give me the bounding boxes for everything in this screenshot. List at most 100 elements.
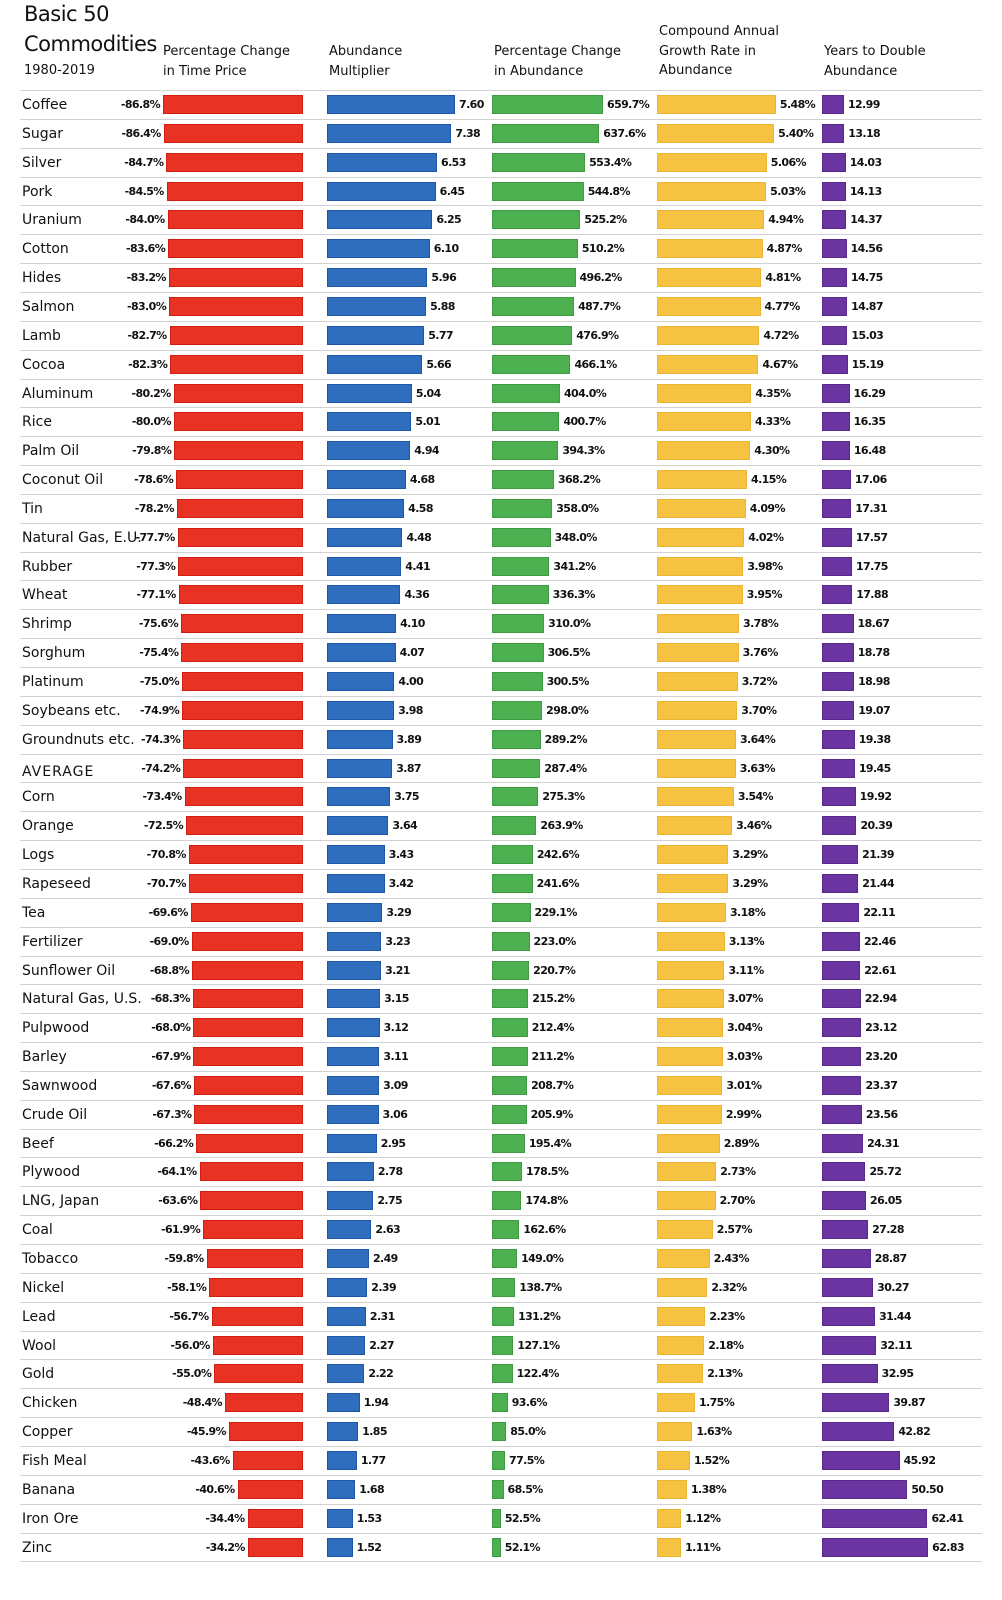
label-pct_time_price-chicken: -48.4%: [182, 1396, 223, 1410]
row-divider: [20, 1070, 982, 1072]
row-name-natural-gas-e-u-: Natural Gas, E.U.: [22, 529, 142, 546]
label-cagr-rubber: 3.98%: [747, 559, 783, 573]
label-years_to_double-chicken: 39.87: [893, 1396, 926, 1410]
label-abundance_multiplier-tin: 4.58: [408, 501, 433, 515]
bar-cagr-beef: [657, 1133, 720, 1153]
label-abundance_multiplier-fish-meal: 1.77: [360, 1453, 386, 1467]
label-abundance_multiplier-palm-oil: 4.94: [414, 444, 439, 458]
bar-years_to_double-wheat: [822, 585, 853, 605]
bar-abundance_multiplier-chicken: [327, 1393, 360, 1413]
bar-cagr-copper: [657, 1422, 693, 1442]
bar-years_to_double-sugar: [822, 123, 845, 143]
bar-abundance_multiplier-rice: [327, 412, 412, 432]
bar-pct_time_price-sorghum: [181, 643, 303, 663]
bar-pct_abundance-pulpwood: [492, 1018, 528, 1038]
bar-cagr-rapeseed: [657, 873, 729, 893]
bar-abundance_multiplier-average: [327, 758, 393, 778]
bar-pct_abundance-rice: [492, 412, 560, 432]
bar-pct_time_price-coal: [203, 1220, 303, 1240]
bar-abundance_multiplier-logs: [327, 845, 385, 865]
bar-pct_abundance-banana: [492, 1479, 504, 1499]
label-cagr-rice: 4.33%: [754, 415, 791, 429]
row-name-uranium: Uranium: [22, 212, 82, 229]
row-name-sorghum: Sorghum: [22, 645, 86, 662]
bar-years_to_double-rice: [822, 412, 850, 432]
label-abundance_multiplier-tea: 3.29: [386, 905, 412, 919]
row-name-coal: Coal: [22, 1222, 53, 1239]
bar-years_to_double-uranium: [822, 210, 847, 230]
bar-pct_abundance-silver: [492, 152, 586, 172]
bar-years_to_double-iron-ore: [822, 1508, 928, 1528]
label-cagr-aluminum: 4.35%: [755, 386, 791, 400]
bar-pct_abundance-wheat: [492, 585, 549, 605]
bar-years_to_double-silver: [822, 152, 846, 172]
label-abundance_multiplier-tobacco: 2.49: [372, 1252, 398, 1265]
row-divider: [20, 1301, 982, 1303]
bar-years_to_double-palm-oil: [822, 441, 850, 461]
label-years_to_double-iron-ore: 62.41: [931, 1511, 964, 1525]
label-cagr-pulpwood: 3.04%: [726, 1021, 763, 1035]
bar-pct_time_price-palm-oil: [174, 441, 303, 461]
bar-pct_abundance-lng-japan: [492, 1191, 522, 1211]
row-name-groundnuts-etc-: Groundnuts etc.: [22, 731, 135, 748]
row-name-average: AVERAGE: [22, 763, 95, 780]
row-divider: [20, 580, 982, 582]
label-pct_abundance-crude-oil: 205.9%: [530, 1107, 574, 1121]
bar-pct_abundance-plywood: [492, 1162, 523, 1182]
header-cagr: Compound Annual Growth Rate in Abundance: [659, 24, 779, 78]
bar-abundance_multiplier-crude-oil: [327, 1104, 379, 1124]
bar-pct_abundance-fertilizer: [492, 931, 530, 951]
label-abundance_multiplier-beef: 2.95: [380, 1136, 406, 1150]
bar-abundance_multiplier-sorghum: [327, 643, 396, 663]
label-cagr-tin: 4.09%: [749, 501, 786, 515]
label-pct_abundance-rapeseed: 241.6%: [536, 876, 580, 890]
label-pct_time_price-lng-japan: -63.6%: [158, 1194, 198, 1208]
label-pct_abundance-shrimp: 310.0%: [548, 617, 591, 631]
bar-cagr-sugar: [657, 123, 775, 143]
label-years_to_double-cocoa: 15.19: [851, 357, 884, 371]
bar-pct_abundance-orange: [492, 816, 537, 836]
row-divider: [20, 1244, 982, 1245]
bar-pct_abundance-shrimp: [492, 614, 545, 634]
label-abundance_multiplier-sawnwood: 3.09: [383, 1078, 408, 1092]
bar-years_to_double-crude-oil: [822, 1104, 862, 1124]
row-name-nickel: Nickel: [22, 1279, 65, 1296]
label-pct_abundance-tea: 229.1%: [534, 905, 578, 919]
bar-abundance_multiplier-cotton: [327, 239, 430, 259]
bar-abundance_multiplier-nickel: [327, 1277, 368, 1297]
row-name-plywood: Plywood: [22, 1164, 81, 1181]
label-abundance_multiplier-orange: 3.64: [392, 819, 418, 833]
bar-abundance_multiplier-rapeseed: [327, 873, 385, 893]
label-pct_time_price-rice: -80.0%: [131, 415, 172, 429]
label-pct_time_price-beef: -66.2%: [154, 1136, 194, 1150]
row-divider: [20, 1042, 982, 1044]
header-pct-abundance: Percentage Change in Abundance: [494, 44, 622, 79]
bar-cagr-platinum: [657, 672, 738, 691]
bar-pct_time_price-plywood: [199, 1162, 303, 1182]
label-pct_time_price-fertilizer: -69.0%: [149, 934, 190, 948]
bar-years_to_double-sunflower-oil: [822, 960, 861, 980]
label-years_to_double-average: 19.45: [858, 761, 891, 775]
label-years_to_double-orange: 20.39: [860, 819, 893, 833]
bar-cagr-fertilizer: [657, 931, 725, 951]
label-years_to_double-fish-meal: 45.92: [903, 1453, 936, 1467]
label-years_to_double-banana: 50.50: [911, 1482, 944, 1496]
label-abundance_multiplier-barley: 3.11: [383, 1050, 409, 1064]
label-cagr-hides: 4.81%: [765, 271, 801, 285]
bar-abundance_multiplier-natural-gas-u-s-: [327, 989, 381, 1009]
label-years_to_double-gold: 32.95: [881, 1367, 914, 1381]
bar-cagr-silver: [657, 152, 767, 172]
label-cagr-coconut-oil: 4.15%: [751, 473, 787, 487]
row-name-cotton: Cotton: [22, 241, 69, 258]
label-abundance_multiplier-groundnuts-etc-: 3.89: [396, 732, 422, 746]
label-cagr-soybeans-etc-: 3.70%: [741, 703, 777, 717]
label-pct_time_price-barley: -67.9%: [151, 1050, 191, 1064]
label-cagr-pork: 5.03%: [770, 184, 806, 198]
label-pct_abundance-platinum: 300.5%: [546, 675, 590, 688]
row-divider: [20, 205, 982, 207]
row-divider: [20, 407, 982, 409]
bar-cagr-rice: [657, 412, 751, 432]
label-pct_time_price-groundnuts-etc-: -74.3%: [141, 732, 181, 746]
bar-pct_abundance-tea: [492, 902, 531, 922]
